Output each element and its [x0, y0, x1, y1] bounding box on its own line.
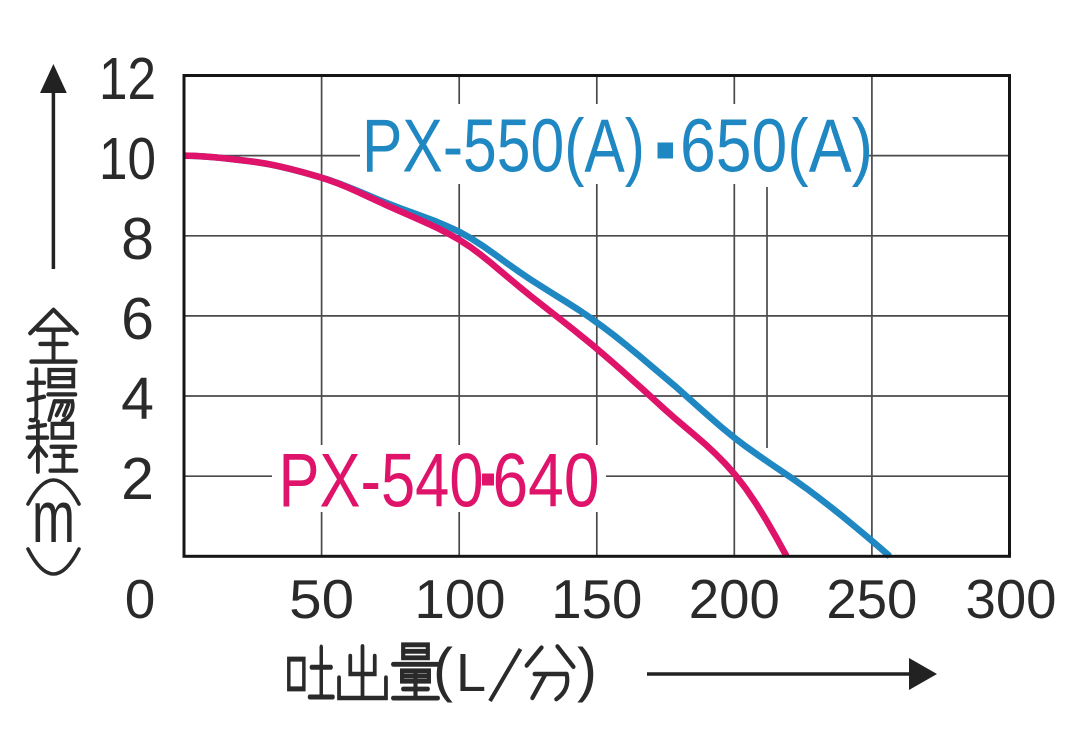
- svg-text:6: 6: [121, 286, 154, 352]
- svg-text:0: 0: [125, 568, 156, 630]
- svg-text:m: m: [32, 477, 75, 558]
- svg-text:PX-550(A): PX-550(A): [362, 104, 645, 188]
- svg-text:200: 200: [689, 568, 780, 630]
- svg-text:640: 640: [493, 439, 600, 524]
- svg-text:4: 4: [121, 366, 154, 432]
- svg-text:): ): [577, 636, 597, 703]
- svg-text:10: 10: [99, 126, 156, 192]
- svg-text:650(A): 650(A): [680, 104, 873, 188]
- svg-text:50: 50: [289, 568, 354, 630]
- svg-text:250: 250: [826, 568, 917, 630]
- svg-text:L: L: [456, 643, 486, 703]
- svg-text:2: 2: [121, 446, 154, 512]
- svg-text:8: 8: [121, 206, 154, 272]
- svg-text:150: 150: [551, 568, 642, 630]
- svg-text:(: (: [433, 636, 453, 703]
- svg-text:PX-540: PX-540: [279, 439, 484, 524]
- svg-text:100: 100: [415, 568, 506, 630]
- svg-text:12: 12: [99, 46, 156, 112]
- svg-text:300: 300: [966, 568, 1057, 630]
